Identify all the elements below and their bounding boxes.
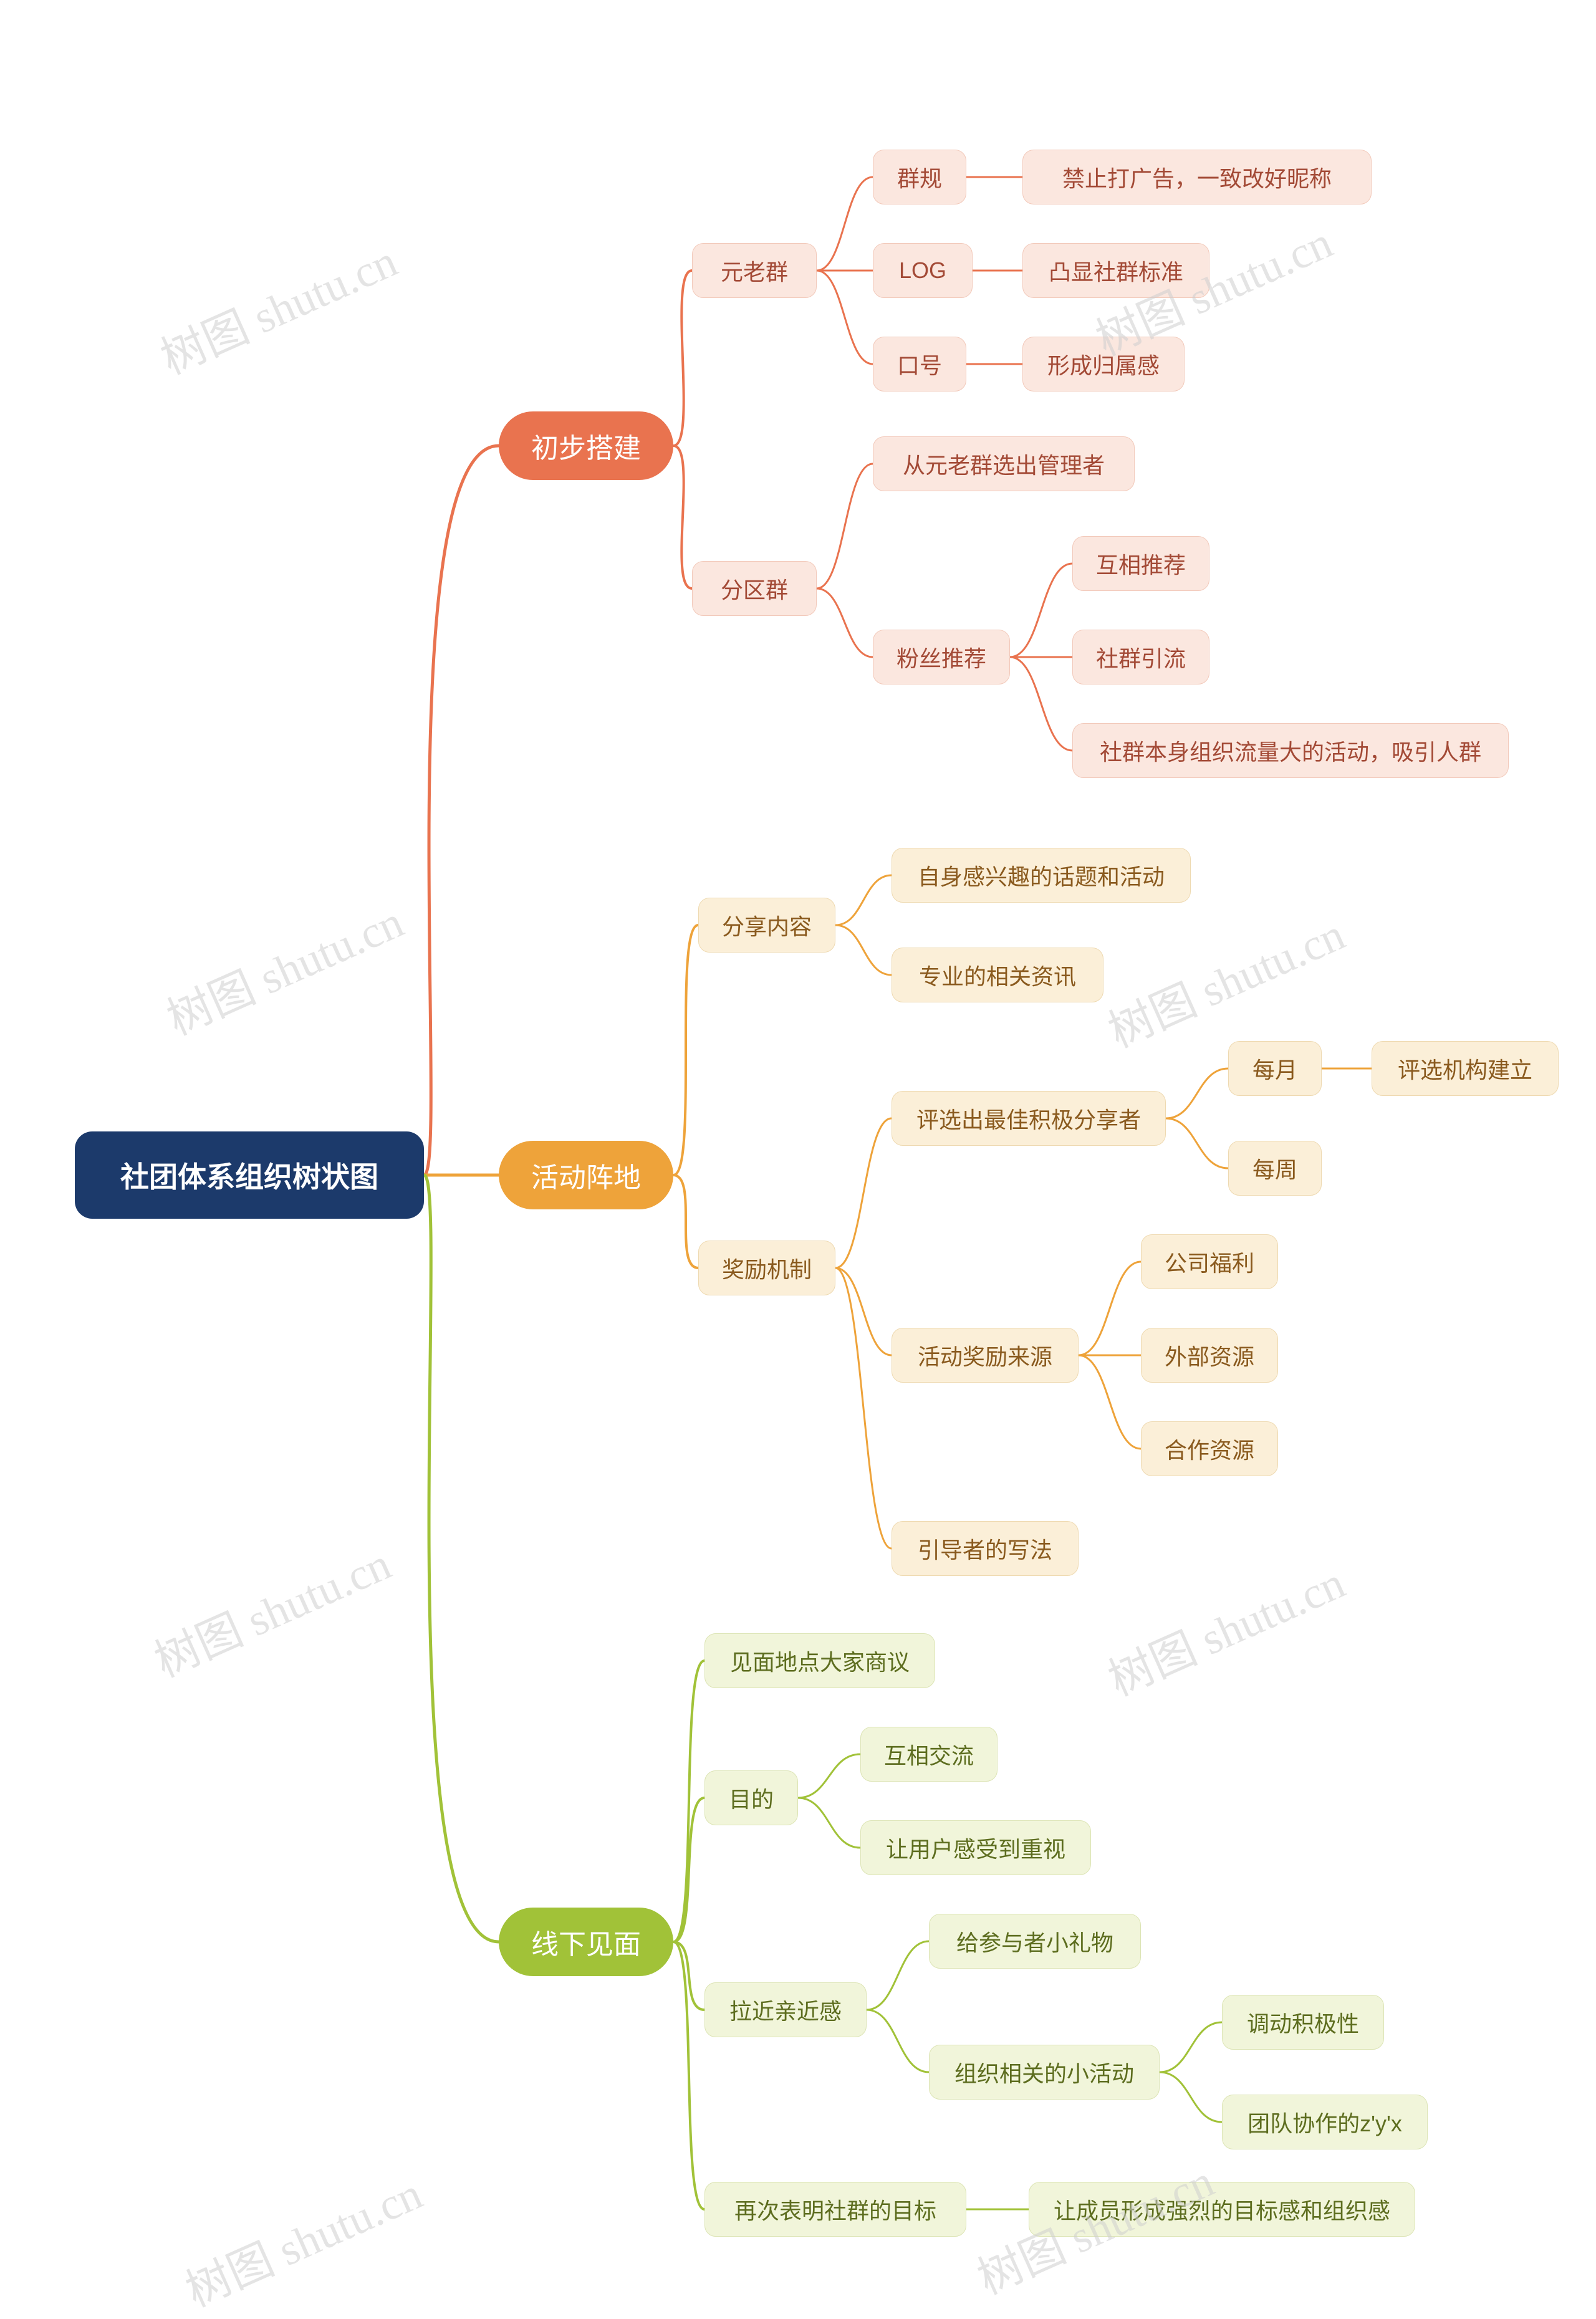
leaf-node: 社群本身组织流量大的活动，吸引人群: [1072, 723, 1509, 778]
leaf-node: 再次表明社群的目标: [704, 2182, 966, 2237]
leaf-node: 每周: [1228, 1141, 1322, 1196]
leaf-node: 每月: [1228, 1041, 1322, 1096]
leaf-node: 让成员形成强烈的目标感和组织感: [1029, 2182, 1415, 2237]
leaf-node: 让用户感受到重视: [860, 1820, 1091, 1875]
leaf-node: 公司福利: [1141, 1234, 1278, 1289]
leaf-node: 分享内容: [698, 898, 835, 953]
leaf-node: 给参与者小礼物: [929, 1914, 1141, 1969]
leaf-node: 见面地点大家商议: [704, 1633, 935, 1688]
leaf-node: 分区群: [692, 561, 817, 616]
leaf-node: 元老群: [692, 243, 817, 298]
leaf-node: 合作资源: [1141, 1421, 1278, 1476]
leaf-node: 群规: [873, 150, 966, 204]
mindmap-canvas: 社团体系组织树状图 初步搭建 元老群 群规 禁止打广告，一致改好昵称 LOG 凸显社群标准口…: [0, 0, 1596, 2311]
leaf-node: 互相交流: [860, 1727, 998, 1782]
leaf-node: 引导者的写法: [892, 1521, 1079, 1576]
leaf-node: 从元老群选出管理者: [873, 436, 1135, 491]
leaf-node: 禁止打广告，一致改好昵称: [1022, 150, 1372, 204]
leaf-node: 活动奖励来源: [892, 1328, 1079, 1383]
leaf-node: 外部资源: [1141, 1328, 1278, 1383]
leaf-node: LOG: [873, 243, 973, 298]
leaf-node: 口号: [873, 337, 966, 391]
watermark: 树图 shutu.cn: [155, 885, 412, 1047]
watermark: 树图 shutu.cn: [174, 2157, 431, 2319]
branch-node-b1: 初步搭建: [499, 411, 673, 480]
watermark: 树图 shutu.cn: [149, 224, 406, 386]
watermark: 树图 shutu.cn: [143, 1527, 400, 1689]
leaf-node: 凸显社群标准: [1022, 243, 1209, 298]
root-node: 社团体系组织树状图: [75, 1131, 424, 1219]
leaf-node: 专业的相关资讯: [892, 948, 1103, 1002]
leaf-node: 奖励机制: [698, 1241, 835, 1295]
leaf-node: 评选出最佳积极分享者: [892, 1091, 1166, 1146]
leaf-node: 拉近亲近感: [704, 1982, 867, 2037]
branch-node-b3: 线下见面: [499, 1908, 673, 1976]
leaf-node: 形成归属感: [1022, 337, 1185, 391]
leaf-node: 评选机构建立: [1372, 1041, 1559, 1096]
leaf-node: 目的: [704, 1770, 798, 1825]
branch-node-b2: 活动阵地: [499, 1141, 673, 1209]
leaf-node: 社群引流: [1072, 630, 1209, 684]
leaf-node: 团队协作的z'y'x: [1222, 2095, 1428, 2149]
leaf-node: 自身感兴趣的话题和活动: [892, 848, 1191, 903]
leaf-node: 互相推荐: [1072, 536, 1209, 591]
watermark: 树图 shutu.cn: [1097, 1546, 1353, 1708]
leaf-node: 调动积极性: [1222, 1995, 1384, 2050]
watermark: 树图 shutu.cn: [1097, 898, 1353, 1060]
leaf-node: 组织相关的小活动: [929, 2045, 1160, 2100]
leaf-node: 粉丝推荐: [873, 630, 1010, 684]
